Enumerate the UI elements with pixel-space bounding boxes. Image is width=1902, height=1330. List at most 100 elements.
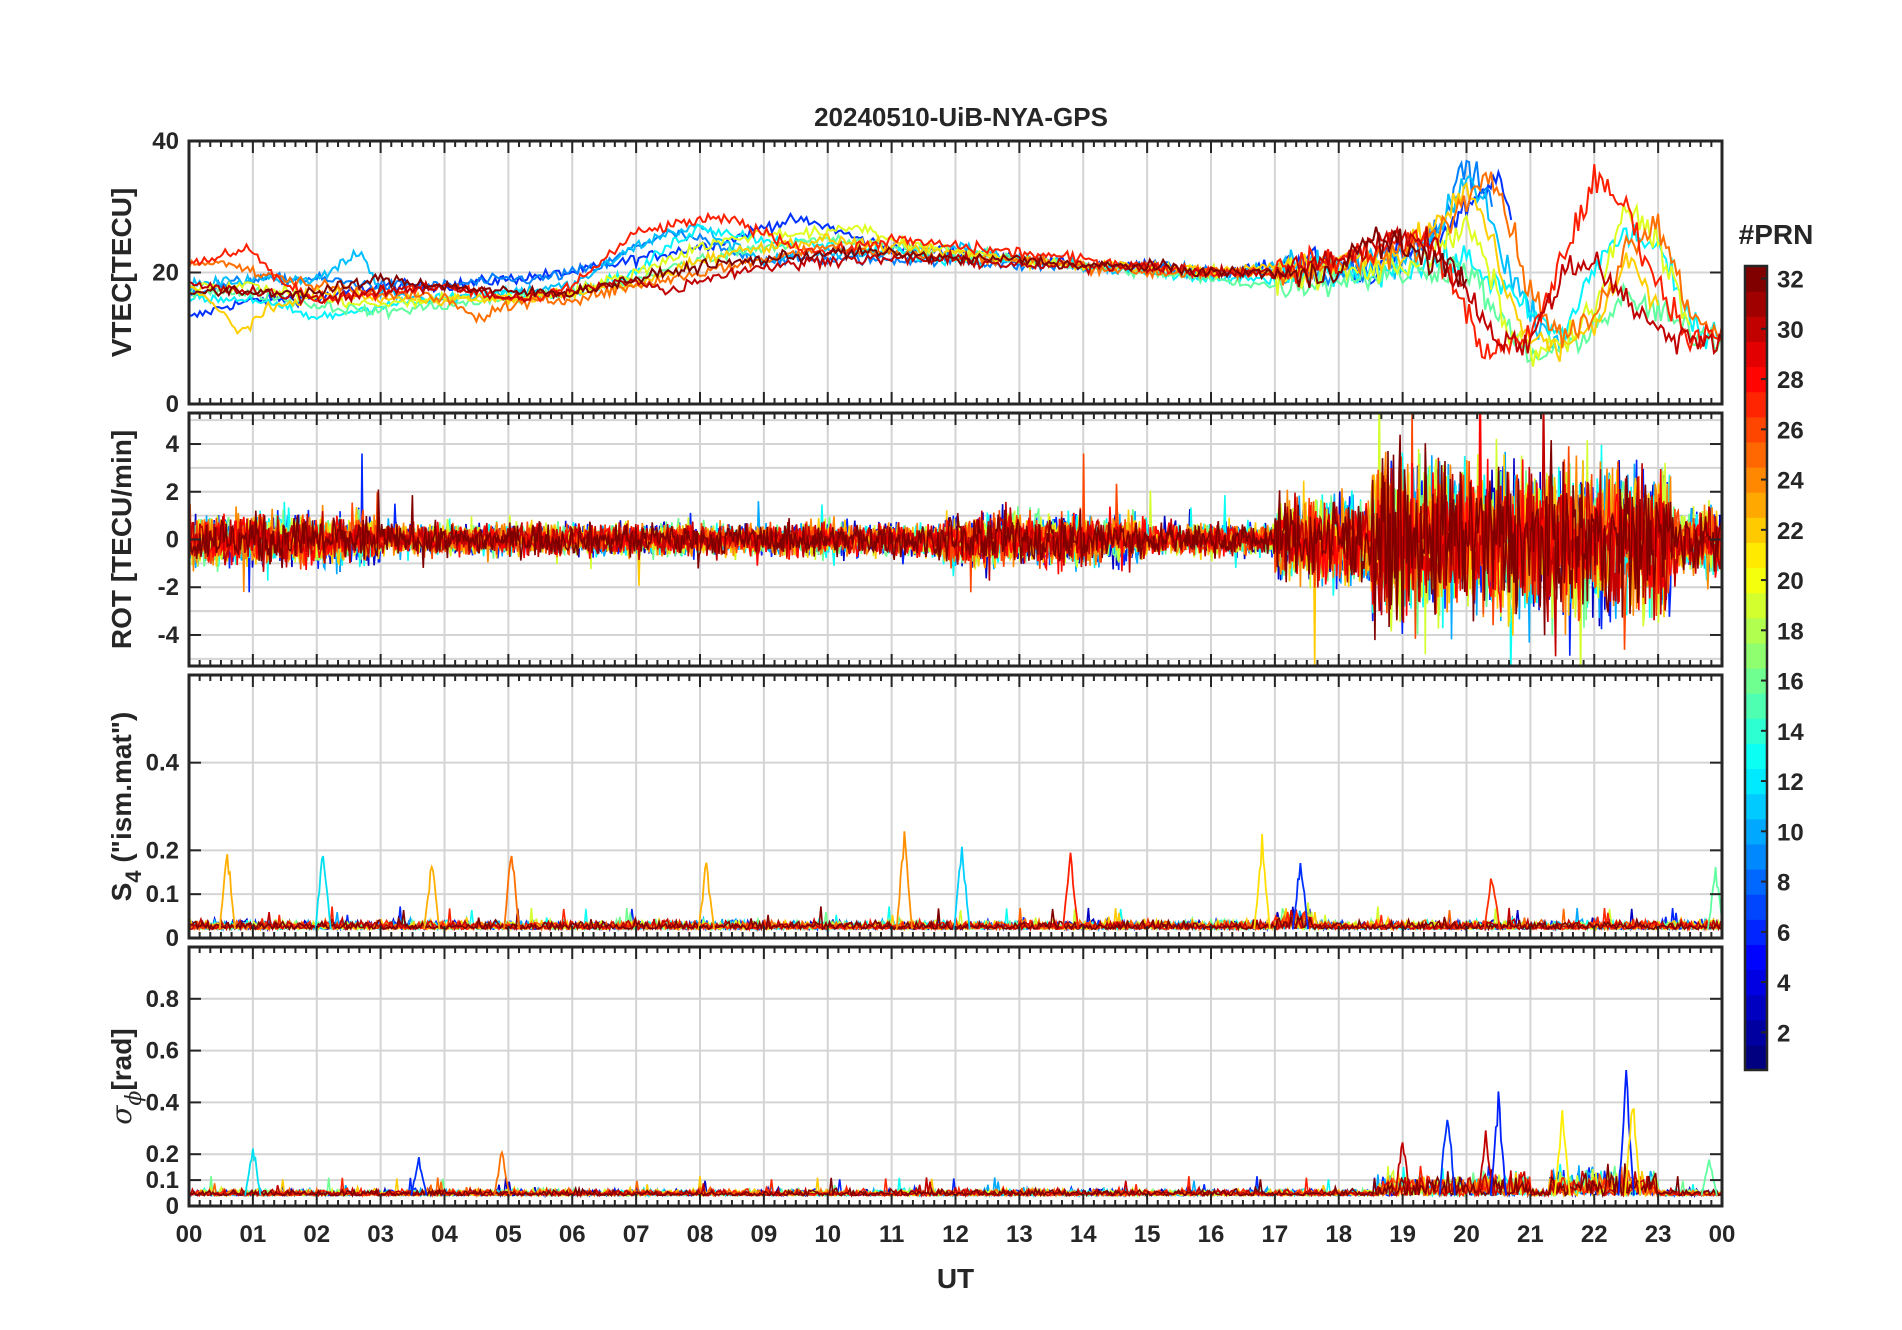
x-tick-label: 04: [431, 1221, 458, 1248]
y-tick-label: 0: [166, 1193, 179, 1220]
x-tick-label: 15: [1134, 1221, 1161, 1248]
x-tick-label: 11: [879, 1221, 904, 1248]
colorbar-tick-label: 28: [1777, 367, 1804, 394]
y-tick-label: 40: [152, 128, 179, 155]
peak-trace: [1438, 1119, 1456, 1196]
panel-1: 0 20 40 VTEC[TECU]: [106, 128, 1724, 418]
peak-trace: [1253, 833, 1271, 930]
colorbar-segment-prn-28: [1745, 366, 1767, 393]
peak-trace: [410, 1157, 428, 1196]
colorbar-segment-prn-26: [1745, 416, 1767, 443]
colorbar-tick-label: 16: [1777, 669, 1804, 696]
x-tick-label: 20: [1453, 1221, 1480, 1248]
colorbar-segment-prn-2: [1745, 1019, 1767, 1046]
colorbar-segment-prn-29: [1745, 341, 1767, 368]
x-tick-label: 21: [1517, 1221, 1544, 1248]
peak-trace: [1489, 1091, 1507, 1196]
peak-trace: [423, 864, 441, 930]
x-tick-label: 12: [942, 1221, 969, 1248]
colorbar-segment-prn-1: [1745, 1044, 1767, 1071]
colorbar-tick-label: 24: [1777, 468, 1804, 495]
colorbar-tick-label: 26: [1777, 417, 1804, 444]
colorbar-segment-prn-32: [1745, 266, 1767, 292]
colorbar-segment-prn-5: [1745, 944, 1767, 971]
colorbar-segment-prn-31: [1745, 291, 1767, 317]
peak-trace: [1483, 878, 1501, 930]
x-tick-label: 16: [1198, 1221, 1225, 1248]
y-tick-label: 0.4: [146, 750, 180, 777]
colorbar-segment-prn-12: [1745, 768, 1767, 795]
y-tick-label: 0.4: [146, 1089, 180, 1116]
colorbar-segment-prn-7: [1745, 894, 1767, 920]
colorbar-tick-label: 20: [1777, 568, 1804, 595]
x-tick-label: 13: [1006, 1221, 1033, 1248]
vtec-series-prn-32: [189, 226, 1468, 301]
y-tick-label: 0.8: [146, 986, 179, 1013]
colorbar-tick-label: 10: [1777, 819, 1804, 846]
x-tick-label: 03: [367, 1221, 394, 1248]
colorbar-tick-label: 14: [1777, 719, 1804, 746]
peak-trace: [1553, 1110, 1571, 1196]
colorbar-segment-prn-22: [1745, 517, 1767, 543]
chart-title: 20240510-UiB-NYA-GPS: [814, 102, 1108, 132]
x-tick-label: 09: [751, 1221, 778, 1248]
y-tick-label: 0.1: [146, 881, 179, 908]
x-tick-label: 19: [1389, 1221, 1416, 1248]
x-tick-label: 18: [1325, 1221, 1352, 1248]
colorbar-segment-prn-18: [1745, 617, 1767, 644]
colorbar-frame: [1743, 264, 1769, 1072]
y-tick-label: 0.1: [146, 1167, 179, 1194]
colorbar-segment-prn-19: [1745, 592, 1767, 619]
colorbar-segment-prn-24: [1745, 467, 1767, 493]
y-tick-label: 0: [166, 391, 179, 418]
y-axis-label-subscript: ϕ: [122, 1091, 147, 1106]
peak-trace: [1700, 1159, 1718, 1196]
vtec-series-prn-27: [189, 164, 1722, 361]
colorbar-tick-label: 8: [1777, 870, 1790, 897]
x-tick-label: 02: [303, 1221, 330, 1248]
y-tick-label: 2: [166, 479, 179, 506]
x-tick-label: 00: [1709, 1221, 1736, 1248]
peak-trace: [697, 862, 715, 930]
x-tick-label: 22: [1581, 1221, 1608, 1248]
colorbar-segment-prn-9: [1745, 843, 1767, 870]
peak-trace: [895, 831, 913, 930]
x-tick-label: 14: [1070, 1221, 1097, 1248]
colorbar-segment-prn-27: [1745, 391, 1767, 418]
y-axis-label: S4 ("ism.mat"): [106, 712, 146, 902]
colorbar-segment-prn-4: [1745, 969, 1767, 996]
peak-trace: [1061, 852, 1079, 930]
x-tick-label: 17: [1262, 1221, 1289, 1248]
panel-2: -4 -2 0 2 4 ROT [TECU/min]: [106, 411, 1724, 668]
peak-trace: [953, 846, 971, 930]
colorbar-segment-prn-17: [1745, 642, 1767, 669]
colorbar-segment-prn-10: [1745, 818, 1767, 845]
y-tick-label: -2: [158, 574, 179, 601]
colorbar-segment-prn-21: [1745, 542, 1767, 569]
y-tick-label: 20: [152, 260, 179, 287]
peak-trace: [493, 1149, 511, 1196]
x-tick-label: 10: [814, 1221, 841, 1248]
colorbar-segment-prn-13: [1745, 743, 1767, 770]
y-tick-label: 0.2: [146, 1141, 179, 1168]
x-tick-label: 23: [1645, 1221, 1672, 1248]
y-tick-label: 4: [166, 431, 180, 458]
colorbar-segment-prn-23: [1745, 492, 1767, 518]
colorbar-segment-prn-30: [1745, 316, 1767, 342]
peak-trace: [1617, 1069, 1635, 1196]
x-tick-label: 01: [240, 1221, 267, 1248]
x-tick-label: 05: [495, 1221, 522, 1248]
rot-series-prn-32: [189, 434, 1722, 641]
y-axis-label-main: σ: [105, 1105, 138, 1125]
colorbar-segment-prn-16: [1745, 668, 1767, 694]
plot-area: [189, 413, 1722, 666]
colorbar-label: #PRN: [1739, 219, 1814, 250]
colorbar-segment-prn-20: [1745, 567, 1767, 594]
colorbar-segment-prn-11: [1745, 793, 1767, 820]
y-tick-label: 0: [166, 527, 179, 554]
y-tick-label: 0.2: [146, 837, 179, 864]
colorbar-segment-prn-8: [1745, 869, 1767, 895]
